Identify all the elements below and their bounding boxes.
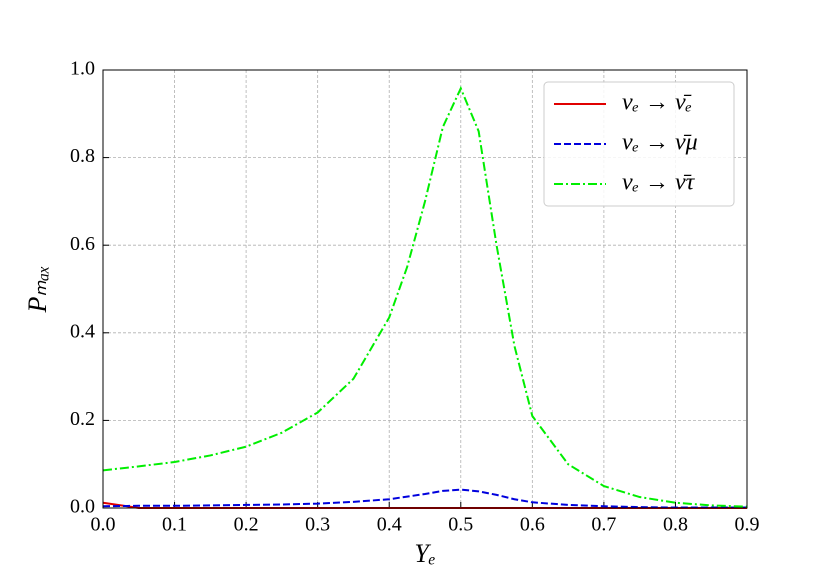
x-tick-label: 0.0 [91,514,116,536]
series-line [102,85,748,508]
x-axis-label: Yₑ [414,539,435,568]
x-tick-label: 0.1 [162,514,187,536]
y-tick-label: 0.8 [70,145,95,167]
x-tick-label: 0.2 [234,514,259,536]
x-tick-label: 0.4 [377,514,402,536]
y-tick-label: 1.0 [70,58,95,80]
plot-frame [102,69,748,509]
legend-box [543,81,735,207]
x-tick-label: 0.7 [591,514,616,536]
y-tick-label: 0.4 [70,320,95,342]
y-tick-label: 0.2 [70,408,95,430]
x-tick-label: 0.6 [520,514,545,536]
y-tick-label: 0.6 [70,233,95,255]
series-line [102,488,747,509]
x-tick-label: 0.8 [663,514,688,536]
x-tick-label: 0.5 [448,514,473,536]
x-tick-label: 0.3 [305,514,330,536]
y-tick-label: 0.0 [70,496,95,518]
legend-label: νₑ → ν̄τ [622,170,696,196]
legend-label: νₑ → ν̄ₑ [622,90,692,116]
x-tick-label: 0.9 [735,514,760,536]
y-axis-label: Pₘₐₓ [23,265,52,313]
legend-label: νₑ → ν̄μ [622,130,698,156]
